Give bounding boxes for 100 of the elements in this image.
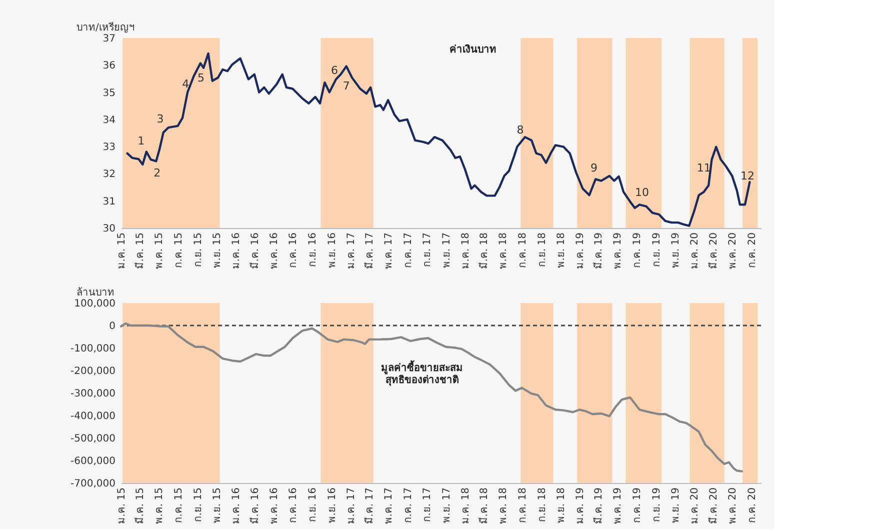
y-tick-label: 34 <box>102 114 116 126</box>
x-tick-label: มี.ค. 18 <box>478 488 490 524</box>
x-tick-label: ม.ค. 18 <box>460 488 472 524</box>
x-tick-label: พ.ค. 18 <box>498 232 510 269</box>
annotation: 8 <box>516 124 524 137</box>
x-tick-label: พ.ย. 15 <box>212 488 223 523</box>
x-tick-label: ก.ค. 17 <box>402 232 414 268</box>
y-tick-label: -500,000 <box>70 434 116 444</box>
annotation: 5 <box>198 71 205 84</box>
x-tick-label: ม.ค. 15 <box>116 488 128 524</box>
y-tick-label: 33 <box>102 142 116 154</box>
y-tick-label: -700,000 <box>70 478 116 490</box>
annotation: 1 <box>138 134 145 148</box>
x-tick-label: ก.ย. 17 <box>422 488 434 522</box>
annotation: 4 <box>182 77 190 90</box>
x-tick-label: พ.ค. 20 <box>728 488 739 524</box>
y-tick-label: 37 <box>102 34 116 44</box>
x-tick-label: ก.ย. 18 <box>536 488 548 522</box>
x-tick-label: พ.ย. 15 <box>212 232 223 268</box>
x-tick-label: ก.ค. 16 <box>288 232 300 268</box>
y-tick-label: 0 <box>109 321 116 332</box>
line-series <box>120 322 743 472</box>
annotation: 9 <box>590 162 598 175</box>
x-tick-label: ม.ค. 20 <box>690 232 701 269</box>
y-tick-label: 32 <box>102 169 116 180</box>
x-tick-label: ม.ค. 16 <box>231 232 242 269</box>
x-tick-label: ก.ย. 19 <box>651 488 662 522</box>
x-tick-label: พ.ค. 16 <box>269 488 280 524</box>
annotation: 10 <box>635 186 650 199</box>
y-tick-label: -400,000 <box>70 411 116 422</box>
y-tick-label: 31 <box>102 196 116 208</box>
x-tick-label: ก.ค. 20 <box>746 488 758 523</box>
x-tick-label: พ.ย. 17 <box>441 488 452 523</box>
x-tick-label: มี.ค. 16 <box>248 232 261 269</box>
x-tick-label: พ.ค. 19 <box>612 488 624 524</box>
annotation: 7 <box>342 80 350 93</box>
annotation: 3 <box>156 112 164 126</box>
x-tick-label: ม.ค. 17 <box>346 488 357 524</box>
x-tick-label: มี.ค. 19 <box>592 488 605 524</box>
x-tick-label: มี.ค. 17 <box>363 232 376 269</box>
x-tick-label: ก.ค. 20 <box>746 232 758 268</box>
x-tick-label: มี.ค. 15 <box>134 488 146 524</box>
y-axis-title: บาท/เหรียญฯ <box>76 22 135 34</box>
x-tick-label: ก.ย. 19 <box>651 232 662 267</box>
annotation: 2 <box>154 166 161 180</box>
y-tick-label: -200,000 <box>70 366 116 377</box>
x-tick-label: มี.ค. 17 <box>363 488 376 524</box>
x-tick-label: พ.ค. 18 <box>498 488 510 524</box>
x-tick-label: ก.ค. 15 <box>173 488 184 523</box>
x-tick-label: พ.ค. 17 <box>384 232 395 269</box>
x-tick-label: มี.ค. 20 <box>707 488 720 524</box>
x-tick-label: ม.ค. 17 <box>346 232 357 269</box>
annotation: 6 <box>330 64 338 77</box>
x-tick-label: พ.ย. 17 <box>441 232 452 268</box>
x-tick-label: ม.ค. 19 <box>575 232 586 269</box>
x-tick-label: ก.ค. 19 <box>632 232 643 268</box>
x-tick-label: มี.ค. 19 <box>592 232 605 269</box>
y-tick-label: -600,000 <box>70 456 116 467</box>
annotation: 12 <box>740 170 755 183</box>
x-tick-label: มี.ค. 16 <box>248 488 261 524</box>
x-tick-label: ม.ค. 20 <box>690 488 701 524</box>
x-tick-label: พ.ค. 15 <box>154 232 166 269</box>
x-tick-label: พ.ค. 16 <box>269 232 280 269</box>
y-tick-label: -100,000 <box>70 344 116 354</box>
x-tick-label: พ.ย. 18 <box>556 232 567 268</box>
x-tick-label: ม.ค. 18 <box>460 232 472 269</box>
x-tick-label: พ.ย. 16 <box>326 232 338 268</box>
x-tick-label: พ.ค. 19 <box>612 232 624 269</box>
series-label: มูลค่าซื้อขายสะสม สุทธิของต่างชาติ <box>380 360 463 386</box>
x-tick-label: มี.ค. 18 <box>478 232 490 269</box>
text: ค่าเงินบาท <box>450 43 496 56</box>
x-tick-label: ก.ย. 16 <box>308 232 319 267</box>
annotation: 11 <box>696 162 711 175</box>
x-tick-label: พ.ย. 19 <box>670 232 682 268</box>
x-tick-label: ก.ค. 19 <box>632 488 643 523</box>
y-tick-label: 30 <box>102 224 116 234</box>
x-tick-label: ก.ค. 15 <box>173 232 184 268</box>
y-tick-label: 36 <box>102 60 116 72</box>
x-tick-label: ก.ค. 18 <box>517 232 528 268</box>
x-tick-label: พ.ย. 18 <box>556 488 567 523</box>
x-tick-label: ก.ย. 15 <box>192 232 204 267</box>
x-tick-label: ม.ค. 19 <box>575 488 586 524</box>
x-tick-label: ก.ค. 16 <box>288 488 300 523</box>
x-tick-label: พ.ย. 19 <box>670 488 682 523</box>
x-tick-label: พ.ค. 17 <box>384 488 395 524</box>
y-tick-label: 35 <box>102 88 116 99</box>
x-tick-label: ม.ค. 16 <box>231 488 242 524</box>
y-tick-label: 100,000 <box>74 298 116 310</box>
x-tick-label: มี.ค. 15 <box>134 232 146 269</box>
x-tick-label: พ.ค. 15 <box>154 488 166 524</box>
x-tick-label: พ.ย. 16 <box>326 488 338 523</box>
x-tick-label: ม.ค. 15 <box>116 232 128 269</box>
x-tick-label: ก.ย. 18 <box>536 232 548 267</box>
y-axis-title: ล้านบาท <box>76 286 114 298</box>
x-tick-label: ก.ย. 15 <box>192 488 204 522</box>
x-tick-label: ก.ค. 18 <box>517 488 528 523</box>
x-tick-label: มี.ค. 20 <box>707 232 720 269</box>
y-tick-label: -300,000 <box>70 388 116 400</box>
x-tick-label: ก.ย. 16 <box>308 488 319 522</box>
x-tick-label: พ.ค. 20 <box>728 232 739 269</box>
